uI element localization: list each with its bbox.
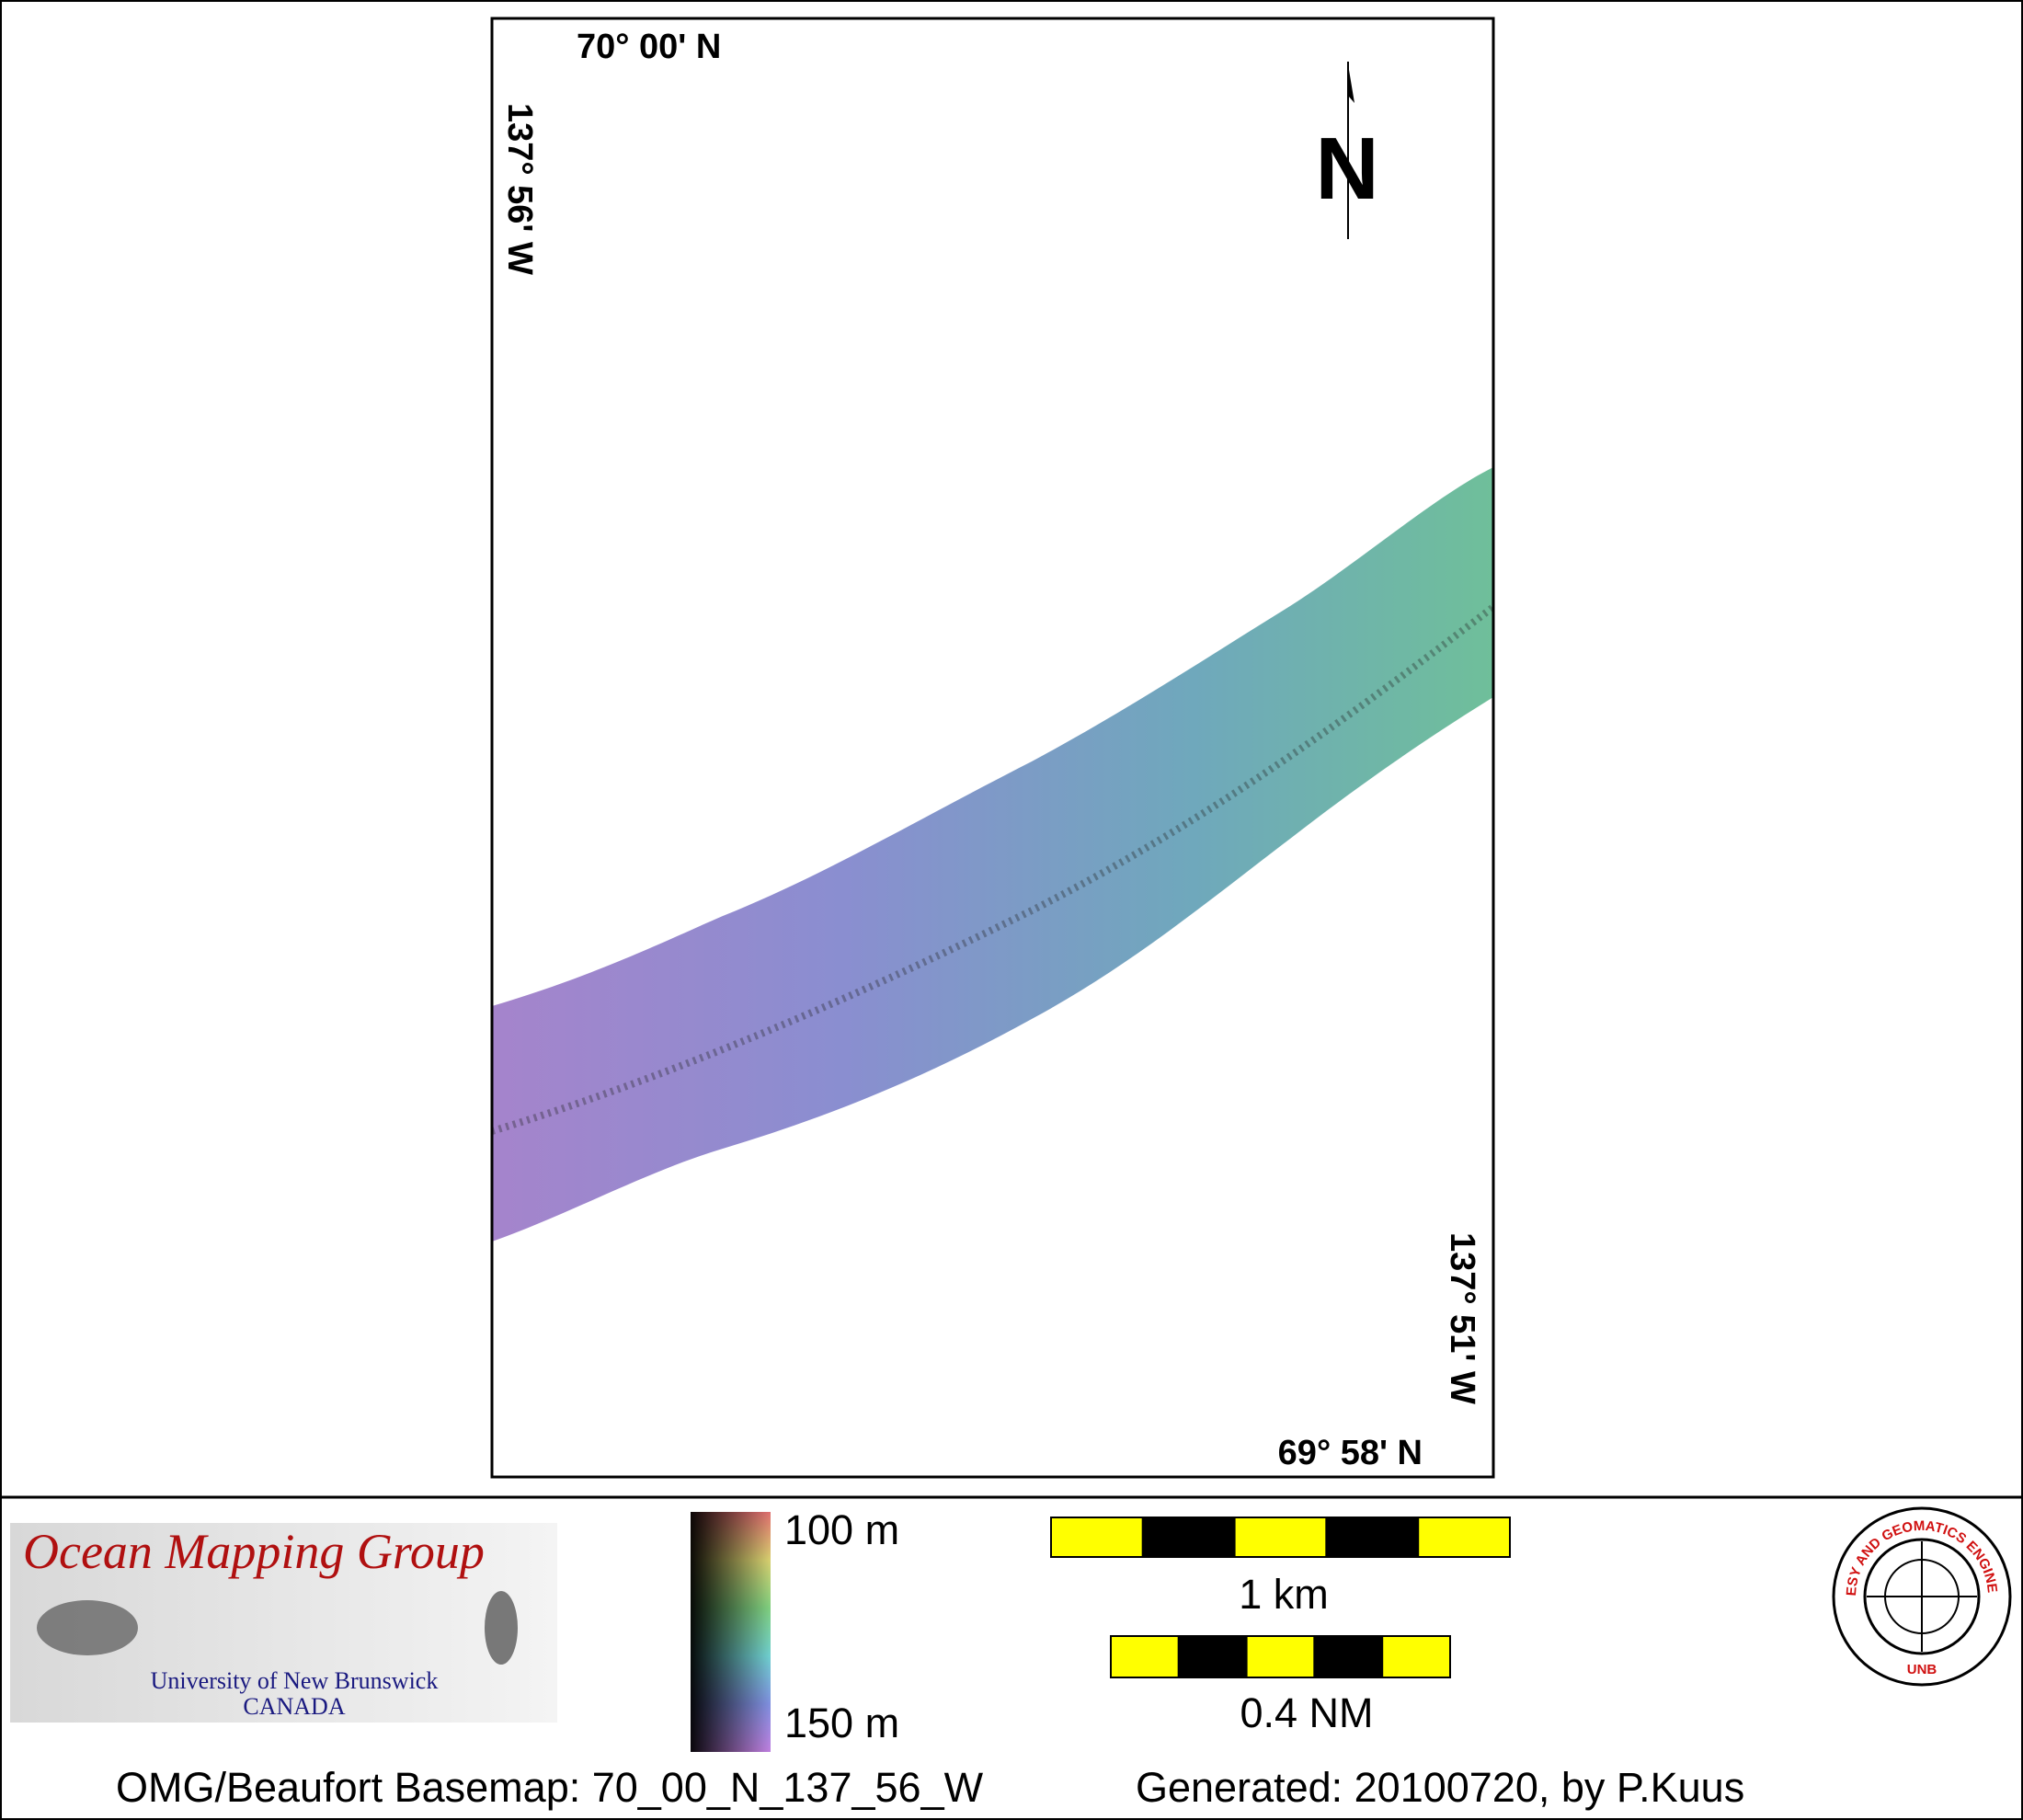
swath-trough bbox=[492, 603, 1493, 1135]
logo-title: Ocean Mapping Group bbox=[23, 1524, 485, 1579]
bathymetry-swath bbox=[492, 467, 1493, 1242]
seal-bottom-text: UNB bbox=[1907, 1662, 1937, 1677]
scale-segment bbox=[1233, 1517, 1328, 1558]
scale-segment bbox=[1325, 1517, 1420, 1558]
scale-segment bbox=[1177, 1635, 1248, 1678]
footer-basemap: OMG/Beaufort Basemap: 70_00_N_137_56_W bbox=[116, 1764, 984, 1811]
footer-generated: Generated: 20100720, by P.Kuus bbox=[1136, 1764, 1744, 1811]
swath bbox=[492, 467, 1493, 1242]
lon-label: 137° 56' W bbox=[500, 103, 539, 275]
scale-bar bbox=[1110, 1635, 1451, 1678]
map-frame bbox=[490, 17, 1495, 1479]
scale-segment bbox=[1050, 1517, 1144, 1558]
scale-segment bbox=[1141, 1517, 1236, 1558]
scale-bar bbox=[1050, 1517, 1511, 1558]
scale-segment bbox=[1245, 1635, 1316, 1678]
scale-label: 1 km bbox=[1239, 1571, 1329, 1618]
colorbar-shade bbox=[691, 1512, 771, 1752]
legend-label: 150 m bbox=[784, 1700, 899, 1746]
lat-label: 69° 58' N bbox=[1278, 1434, 1423, 1472]
scale-segment bbox=[1381, 1635, 1451, 1678]
lon-label: 137° 51' W bbox=[1443, 1232, 1481, 1404]
north-arrowhead bbox=[1348, 64, 1354, 103]
logo-vehicle bbox=[485, 1591, 518, 1665]
scale-segment bbox=[1417, 1517, 1511, 1558]
lat-label: 70° 00' N bbox=[577, 28, 721, 66]
north-label: N bbox=[1315, 120, 1378, 218]
scale-segment bbox=[1313, 1635, 1384, 1678]
logo-vehicle bbox=[37, 1600, 138, 1655]
ocean-mapping-logo: Ocean Mapping Group University of New Br… bbox=[10, 1523, 557, 1723]
legend-label: 100 m bbox=[784, 1506, 899, 1553]
scale-segment bbox=[1110, 1635, 1180, 1678]
scale-label: 0.4 NM bbox=[1240, 1689, 1373, 1736]
logo-line: CANADA bbox=[243, 1693, 345, 1720]
logo-line: University of New Brunswick bbox=[151, 1667, 439, 1694]
